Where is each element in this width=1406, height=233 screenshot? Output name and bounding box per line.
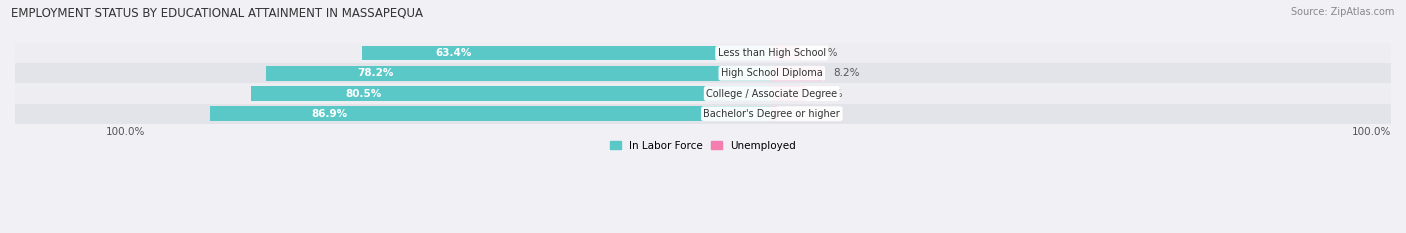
Text: 0.8%: 0.8%	[787, 109, 814, 119]
Bar	[15, 104, 1391, 124]
Bar	[15, 63, 1391, 83]
Text: 100.0%: 100.0%	[105, 127, 145, 137]
Bar	[15, 43, 1391, 63]
Text: EMPLOYMENT STATUS BY EDUCATIONAL ATTAINMENT IN MASSAPEQUA: EMPLOYMENT STATUS BY EDUCATIONAL ATTAINM…	[11, 7, 423, 20]
Text: Source: ZipAtlas.com: Source: ZipAtlas.com	[1291, 7, 1395, 17]
Bar	[361, 46, 772, 60]
Text: College / Associate Degree: College / Associate Degree	[706, 89, 838, 99]
Text: 5.4%: 5.4%	[817, 89, 842, 99]
Bar	[772, 106, 776, 121]
Text: 4.7%: 4.7%	[811, 48, 838, 58]
Bar	[772, 46, 801, 60]
Text: 8.2%: 8.2%	[834, 68, 860, 78]
Bar	[772, 66, 823, 81]
Bar	[209, 106, 772, 121]
Bar	[772, 86, 806, 101]
Text: High School Diploma: High School Diploma	[721, 68, 823, 78]
Text: 100.0%: 100.0%	[1351, 127, 1391, 137]
Text: Less than High School: Less than High School	[717, 48, 825, 58]
Text: 86.9%: 86.9%	[311, 109, 347, 119]
Bar	[252, 86, 772, 101]
Text: 78.2%: 78.2%	[357, 68, 394, 78]
Bar	[15, 83, 1391, 104]
Legend: In Labor Force, Unemployed: In Labor Force, Unemployed	[606, 137, 800, 155]
Bar	[266, 66, 772, 81]
Text: 63.4%: 63.4%	[436, 48, 472, 58]
Text: Bachelor's Degree or higher: Bachelor's Degree or higher	[703, 109, 841, 119]
Text: 80.5%: 80.5%	[344, 89, 381, 99]
